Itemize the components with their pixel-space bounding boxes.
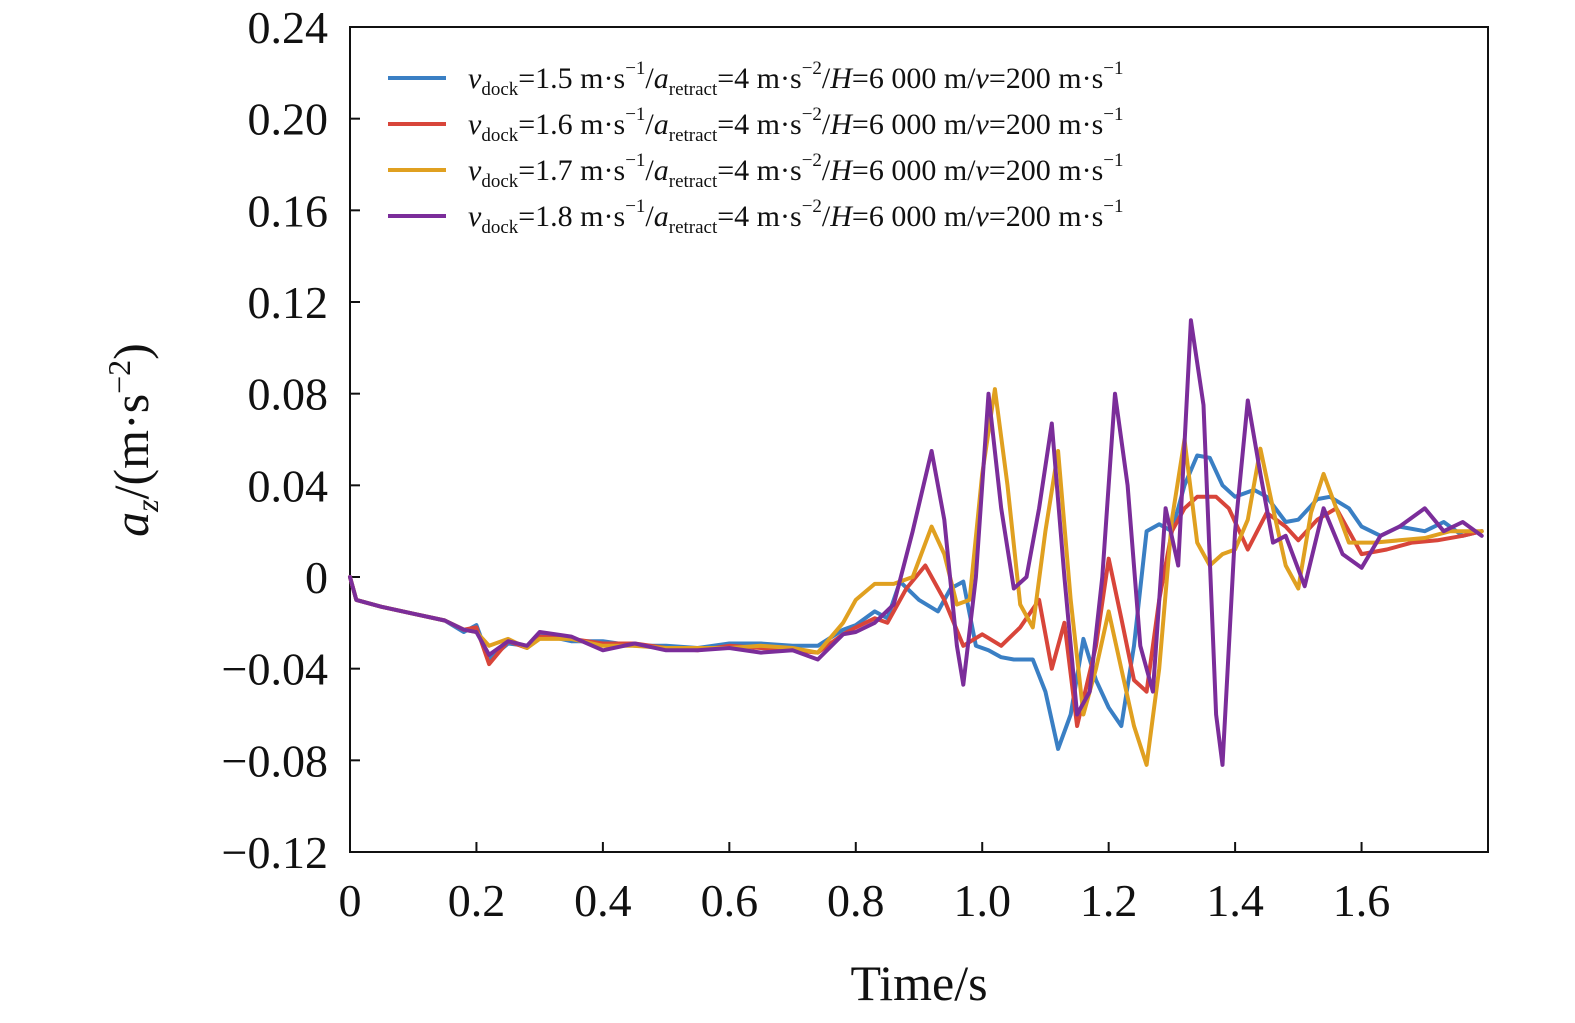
- y-tick-label: 0: [305, 552, 328, 603]
- y-tick-label: −0.12: [222, 827, 328, 878]
- x-tick-label: 0.8: [827, 875, 885, 926]
- y-tick-label: −0.04: [222, 644, 328, 695]
- x-tick-label: 1.2: [1080, 875, 1138, 926]
- series-line-2: [348, 494, 1484, 728]
- legend-label-3: vdock=1.7 m·s−1/aretract=4 m·s−2/H=6 000…: [468, 150, 1123, 192]
- legend-label-2: vdock=1.6 m·s−1/aretract=4 m·s−2/H=6 000…: [468, 104, 1123, 146]
- series-line-4: [348, 318, 1484, 767]
- x-tick-label: 1.4: [1206, 875, 1264, 926]
- y-tick-label: 0.16: [248, 185, 329, 236]
- x-tick-label: 0.2: [448, 875, 506, 926]
- x-tick-label: 0.4: [574, 875, 632, 926]
- y-tick-label: 0.04: [248, 460, 329, 511]
- legend-label-4: vdock=1.8 m·s−1/aretract=4 m·s−2/H=6 000…: [468, 196, 1123, 238]
- y-axis-title: az/(m·s−2): [101, 343, 165, 537]
- x-tick-label: 1.6: [1333, 875, 1391, 926]
- y-tick-label: −0.08: [222, 735, 328, 786]
- y-tick-label: 0.12: [248, 277, 329, 328]
- series-line-1: [348, 453, 1484, 751]
- plot-frame: [349, 26, 1489, 853]
- legend: vdock=1.5 m·s−1/aretract=4 m·s−2/H=6 000…: [388, 58, 1123, 238]
- y-tick-label: 0.24: [248, 2, 329, 53]
- x-axis-title: Time/s: [850, 955, 987, 1011]
- series-lines: [348, 318, 1484, 767]
- series-line-3: [348, 387, 1484, 767]
- y-tick-label: 0.20: [248, 94, 329, 145]
- legend-label-1: vdock=1.5 m·s−1/aretract=4 m·s−2/H=6 000…: [468, 58, 1123, 100]
- x-axis-ticks: 0 0.2 0.4 0.6 0.8 1.0 1.2 1.4 1.6: [339, 842, 1391, 926]
- y-tick-label: 0.08: [248, 369, 329, 420]
- y-axis-ticks: −0.12 −0.08 −0.04 0 0.04 0.08 0.12 0.16 0.20 0.24: [222, 2, 360, 878]
- x-tick-label: 1.0: [953, 875, 1011, 926]
- x-tick-label: 0.6: [701, 875, 759, 926]
- x-tick-label: 0: [339, 875, 362, 926]
